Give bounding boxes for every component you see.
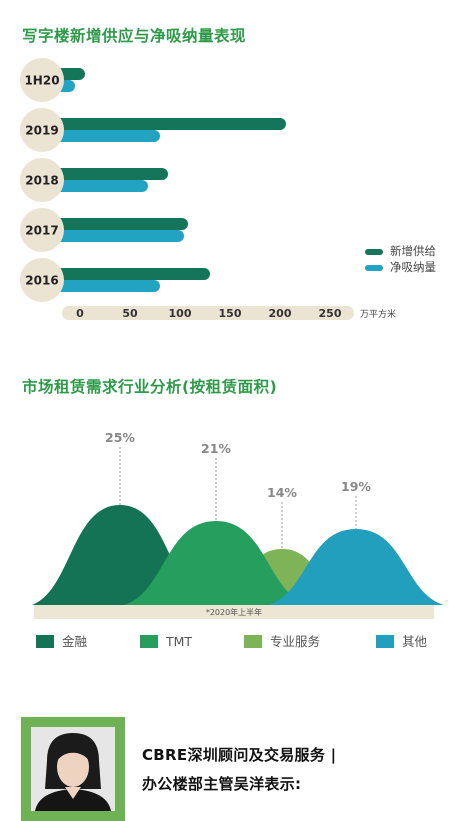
value-label: 25% [105,430,135,445]
x-tick-label: 250 [319,307,342,320]
legend-label: 专业服务 [270,634,320,649]
value-label: 19% [341,479,371,494]
x-tick-label: 0 [76,307,84,320]
category-label: 1H20 [24,74,59,88]
legend-label: 其他 [402,634,428,649]
bar-2018-supply [60,168,168,180]
baseline-strip [34,605,434,619]
x-tick-label: 150 [219,307,242,320]
bar-2016-absorption [60,280,160,292]
legend-label: TMT [165,634,192,649]
value-label: 14% [267,485,297,500]
x-tick-label: 200 [269,307,292,320]
category-badge [20,258,64,302]
area-TMT [124,521,308,605]
legend-swatch [140,635,158,648]
footer-line-1: CBRE深圳顾问及交易服务 | [142,746,337,764]
bar-2016-supply [60,268,210,280]
area-其他 [268,529,444,605]
value-label: 21% [201,441,231,456]
x-axis-bar [62,306,354,320]
x-tick-label: 100 [169,307,192,320]
category-badge [20,58,64,102]
legend-swatch [365,249,383,255]
category-badge [20,108,64,152]
category-label: 2016 [25,274,58,288]
legend-label: 净吸纳量 [390,260,436,274]
portrait-frame [21,717,125,821]
legend-label: 新增供给 [390,244,436,258]
x-tick-label: 50 [122,307,138,320]
bar-2017-supply [60,218,188,230]
category-label: 2019 [25,124,58,138]
bar-chart-title: 写字楼新增供应与净吸纳量表现 [22,27,247,45]
footer-line-2: 办公楼部主管吴洋表示: [142,775,302,793]
legend-swatch [365,265,383,271]
bar-2019-supply [60,118,286,130]
category-badge [20,158,64,202]
bar-1H20-supply [60,68,85,80]
legend-swatch [244,635,262,648]
chart-note: *2020年上半年 [206,607,262,617]
portrait-photo [31,727,115,811]
bar-2017-absorption [60,230,184,242]
category-label: 2018 [25,174,58,188]
category-label: 2017 [25,224,58,238]
x-axis-unit: 万平方米 [360,308,396,320]
bar-2019-absorption [60,130,160,142]
bar-2018-absorption [60,180,148,192]
bar-chart: 1H20 2019 2018 2017 2016 0 50 100 150 200 250 万平方米 新… [20,58,436,320]
legend-swatch [376,635,394,648]
area-chart-title: 市场租赁需求行业分析(按租赁面积) [22,378,278,396]
legend-label: 金融 [62,634,88,649]
legend-swatch [36,635,54,648]
person-silhouette-icon [31,727,115,811]
category-badge [20,208,64,252]
